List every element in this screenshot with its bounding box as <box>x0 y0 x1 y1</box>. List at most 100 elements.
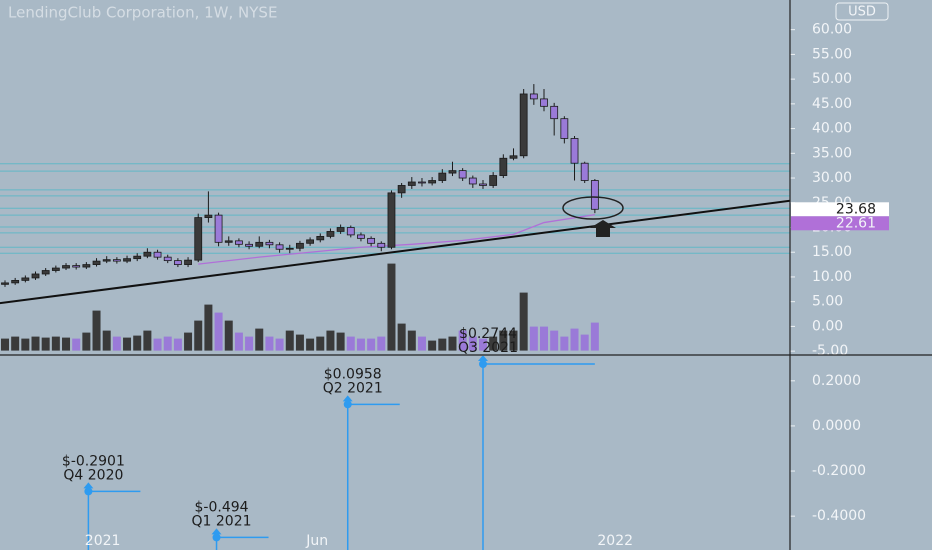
volume-bar <box>550 330 559 351</box>
volume-bar <box>41 337 50 351</box>
volume-bar <box>499 330 508 351</box>
y-tick-label: 0.00 <box>812 318 843 334</box>
y-tick-label: 35.00 <box>812 145 852 161</box>
volume-bar <box>82 332 91 351</box>
volume-bar <box>478 338 487 351</box>
candle-body <box>438 172 447 181</box>
axes: 60.0055.0050.0045.0040.0035.0030.0025.00… <box>790 22 889 524</box>
candle-body <box>336 227 345 232</box>
volume-bar <box>346 336 355 351</box>
candle-body <box>224 240 233 243</box>
volume-bar <box>102 330 111 351</box>
y-tick-label: 55.00 <box>812 46 852 62</box>
earnings-period: Q2 2021 <box>323 380 383 396</box>
earnings-marker <box>478 360 487 369</box>
candle-body <box>31 273 40 279</box>
candle-body <box>590 180 599 210</box>
candle-body <box>204 214 213 219</box>
last-price-label: 23.68 <box>836 201 876 217</box>
y2-tick-label: 0.0000 <box>812 418 861 434</box>
volume-bar <box>468 336 477 351</box>
earnings-value: $0.2744 <box>459 326 517 342</box>
volume-bar <box>529 326 538 351</box>
candle-body <box>72 265 81 268</box>
earnings-marker <box>84 487 93 496</box>
volume-bar <box>224 320 233 351</box>
volume-bar <box>133 335 142 351</box>
candle-body <box>82 264 91 268</box>
candle-body <box>245 243 253 247</box>
x-tick-label: 2021 <box>85 533 121 549</box>
candle-body <box>21 277 30 281</box>
volume-bar <box>326 330 335 351</box>
candle-body <box>184 259 192 265</box>
candle-body <box>580 162 589 181</box>
volume-bar <box>489 336 498 351</box>
candle-body <box>468 177 477 185</box>
earnings-value: $0.0958 <box>324 366 382 382</box>
candle-body <box>123 258 131 262</box>
candle-body <box>265 241 274 246</box>
earnings-pane <box>83 356 595 550</box>
candle-body <box>133 255 142 260</box>
volume-bar <box>407 330 416 351</box>
last-price-box <box>791 202 889 217</box>
y2-tick-label: -0.2000 <box>812 463 866 479</box>
candle-body <box>570 138 579 164</box>
volume-bar <box>387 263 396 351</box>
earnings-period: Q3 2021 <box>458 340 518 356</box>
volume-bar <box>570 328 579 351</box>
y-tick-label: 10.00 <box>812 269 852 285</box>
volume-bar <box>21 338 30 351</box>
volume-bar <box>306 338 315 351</box>
volume-bar <box>194 320 203 351</box>
candle-body <box>214 214 223 243</box>
volume-bar <box>275 338 284 351</box>
volume-bar <box>173 338 182 351</box>
y-tick-label: 30.00 <box>812 170 852 186</box>
y2-tick-label: -0.4000 <box>812 508 866 524</box>
highlight-circle <box>562 196 624 220</box>
earnings-arrow <box>342 395 353 402</box>
candle-body <box>428 180 437 184</box>
volume-bar <box>448 336 457 351</box>
candle-body <box>418 181 426 184</box>
chart-title: LendingClub Corporation, 1W, NYSE <box>8 4 277 22</box>
candle-body <box>41 270 50 275</box>
volume-bar <box>295 334 304 351</box>
arrow-up <box>590 220 616 237</box>
ma-price-label: 22.61 <box>836 215 876 231</box>
candle-body <box>540 98 548 107</box>
y-tick-label: 60.00 <box>812 22 852 38</box>
candle-body <box>112 259 121 262</box>
candle-body <box>275 244 284 250</box>
candle-body <box>529 93 538 100</box>
candle-body <box>62 265 70 269</box>
volume-bar <box>184 332 193 351</box>
moving-average <box>198 213 595 265</box>
y-tick-label: -5.00 <box>812 343 848 359</box>
candle-body <box>235 240 243 245</box>
candle-body <box>306 239 315 244</box>
candle-body <box>194 217 203 261</box>
candle-body <box>387 192 396 248</box>
volume-bar <box>1 338 9 351</box>
earnings-period: Q4 2020 <box>63 467 123 483</box>
candle-body <box>357 234 365 239</box>
volume-bar <box>590 322 599 351</box>
earnings-period: Q1 2021 <box>192 513 252 529</box>
volume-bar <box>72 338 81 351</box>
volume-bar <box>377 336 386 351</box>
volume-bar <box>316 336 325 351</box>
candle-body <box>51 267 60 271</box>
volume-bar <box>285 330 294 351</box>
candle-body <box>326 231 335 237</box>
candle-body <box>255 241 264 247</box>
candle-body <box>550 105 559 120</box>
candle-body <box>509 155 518 159</box>
volume-bar <box>356 338 365 351</box>
currency-box[interactable] <box>835 2 889 21</box>
volume-bar <box>31 336 40 351</box>
